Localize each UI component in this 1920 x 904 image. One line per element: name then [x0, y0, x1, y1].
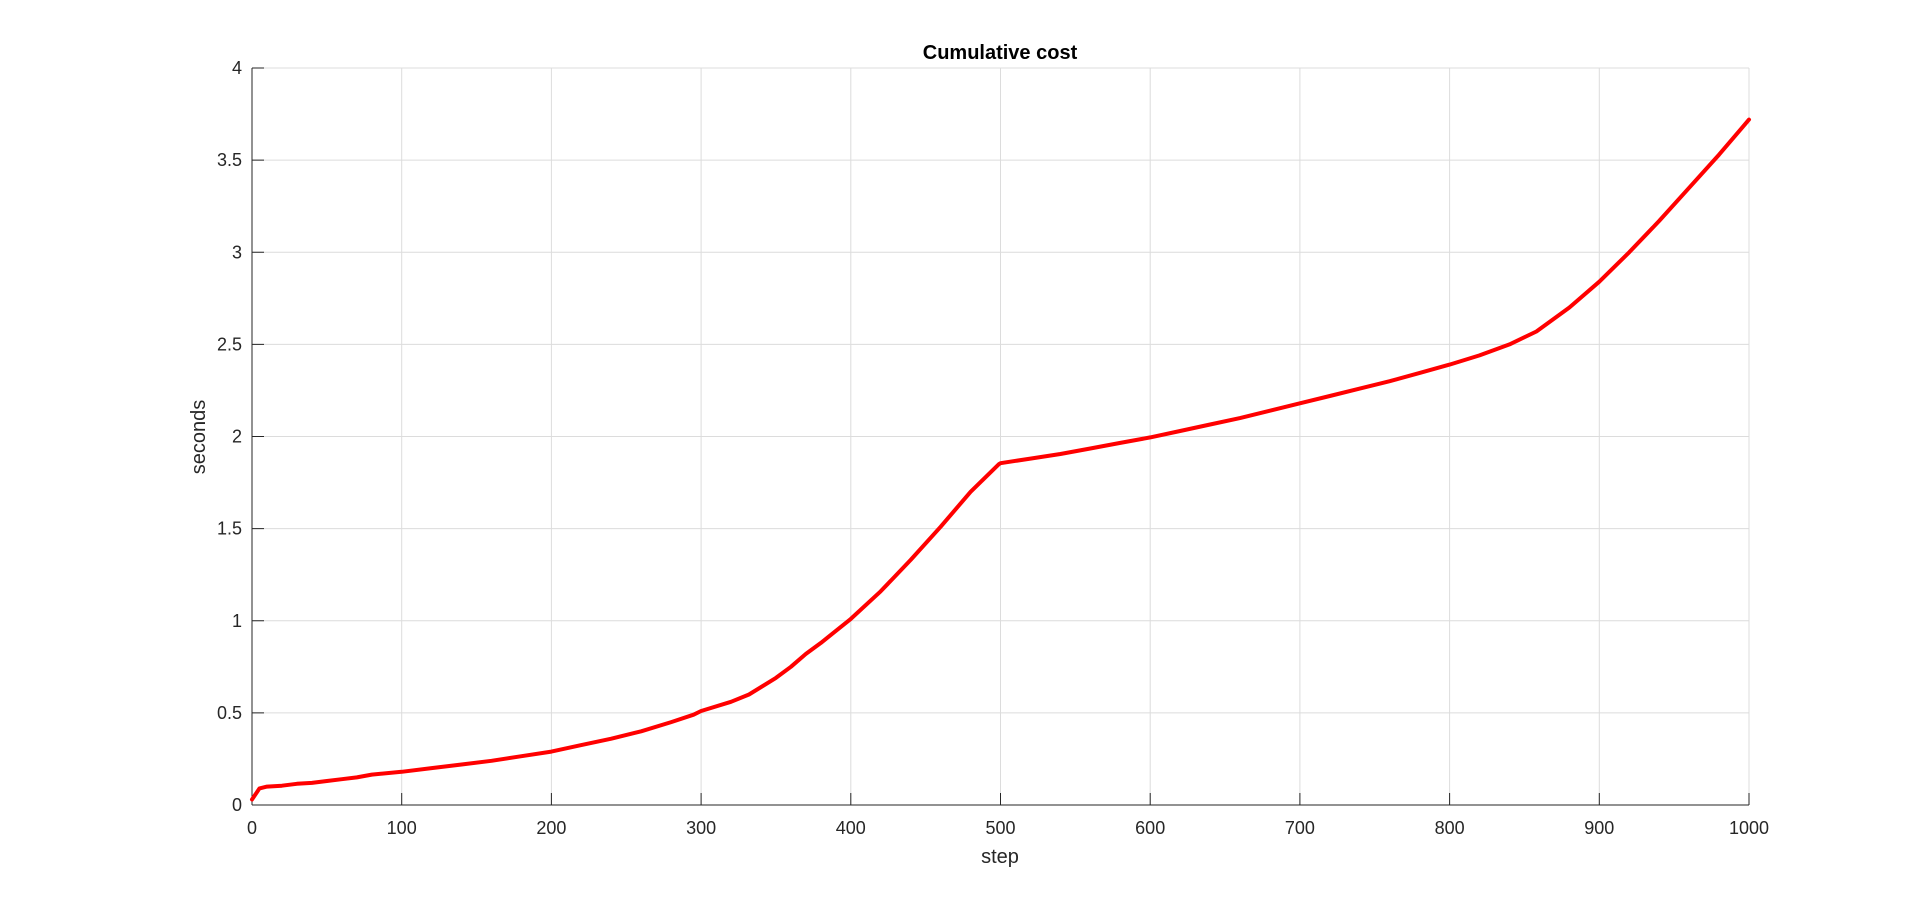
x-tick-label: 200	[536, 818, 566, 838]
x-tick-label: 1000	[1729, 818, 1769, 838]
y-tick-label: 2.5	[217, 334, 242, 354]
x-tick-label: 300	[686, 818, 716, 838]
y-tick-label: 4	[232, 58, 242, 78]
x-tick-label: 0	[247, 818, 257, 838]
x-tick-label: 600	[1135, 818, 1165, 838]
y-tick-label: 0	[232, 795, 242, 815]
x-tick-label: 700	[1285, 818, 1315, 838]
y-tick-label: 0.5	[217, 703, 242, 723]
y-tick-label: 1	[232, 611, 242, 631]
series	[250, 117, 1751, 802]
y-tick-label: 3.5	[217, 150, 242, 170]
x-axis-label: step	[981, 846, 1019, 868]
y-tick-label: 3	[232, 242, 242, 262]
x-tick-label: 500	[985, 818, 1015, 838]
x-tick-label: 800	[1435, 818, 1465, 838]
chart-title: Cumulative cost	[923, 42, 1078, 64]
x-tick-label: 100	[387, 818, 417, 838]
x-tick-label: 400	[836, 818, 866, 838]
series-line	[250, 117, 1751, 802]
x-tick-label: 900	[1584, 818, 1614, 838]
y-tick-label: 1.5	[217, 519, 242, 539]
ticks: 0 100 200 300 400 500 600 700 800 900 1000 0 0.5 1 1.5…	[217, 58, 1769, 838]
y-axis-label: seconds	[188, 400, 210, 475]
y-tick-label: 2	[232, 427, 242, 447]
